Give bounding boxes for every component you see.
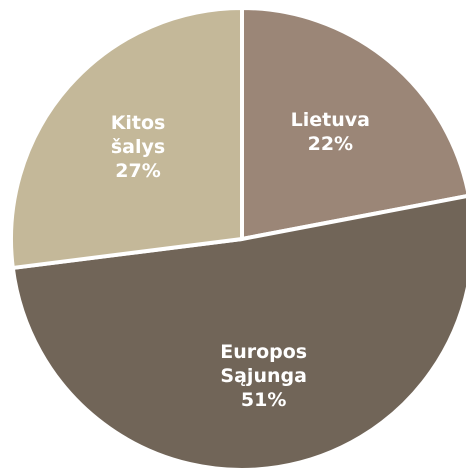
pie-slice [9, 6, 244, 270]
slice-label: Europos Sąjunga 51% [209, 340, 319, 412]
value-label: 22% [307, 133, 354, 156]
value-label: 51% [240, 388, 287, 411]
category-label: Europos Sąjunga [220, 340, 308, 387]
value-label: 27% [115, 160, 161, 183]
category-label: Lietuva [290, 109, 370, 132]
pie-slice [240, 6, 466, 241]
slice-label: Kitos šalys 27% [83, 111, 193, 183]
slice-label: Lietuva 22% [275, 108, 385, 156]
category-label: Kitos šalys [110, 112, 166, 159]
pie-slice [10, 194, 466, 470]
